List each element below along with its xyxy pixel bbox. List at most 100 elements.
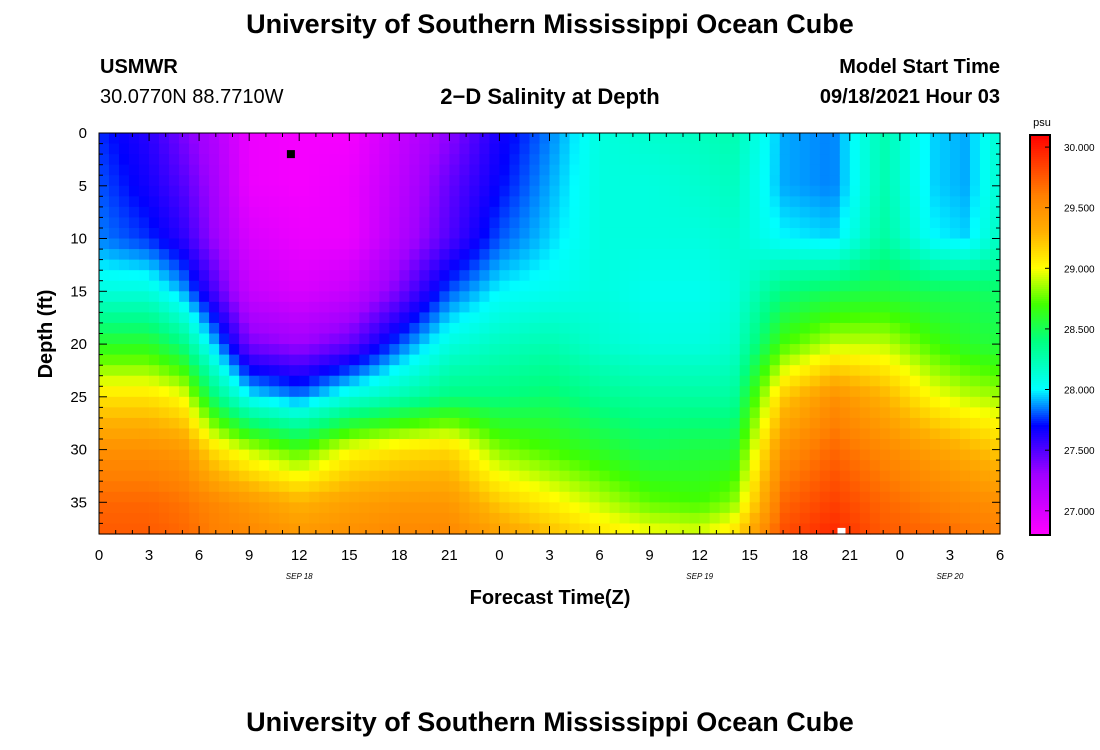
colorbar-segment — [1030, 249, 1050, 252]
heatmap-cell — [139, 322, 150, 335]
heatmap-cell — [309, 312, 320, 324]
heatmap-cell — [499, 502, 511, 514]
heatmap-cell — [109, 460, 120, 472]
heatmap-cell — [399, 175, 410, 187]
colorbar-segment — [1030, 313, 1050, 316]
heatmap-cell — [269, 449, 280, 461]
heatmap-cell — [479, 301, 491, 313]
heatmap-cell — [909, 449, 921, 461]
heatmap-cell — [949, 512, 961, 525]
heatmap-cell — [579, 470, 591, 482]
colorbar-segment — [1030, 351, 1050, 354]
heatmap-cell — [299, 322, 310, 335]
heatmap-cell — [499, 407, 511, 419]
heatmap-cell — [669, 417, 681, 430]
heatmap-cell — [429, 439, 440, 451]
heatmap-cell — [179, 460, 190, 472]
heatmap-cell — [119, 502, 130, 514]
heatmap-cell — [499, 333, 511, 345]
heatmap-cell — [969, 280, 981, 292]
heatmap-cell — [839, 512, 851, 525]
heatmap-cell — [179, 439, 190, 451]
markers — [286, 150, 846, 536]
heatmap-cell — [159, 449, 170, 461]
heatmap-cell — [949, 470, 961, 482]
colorbar-segment — [1030, 215, 1050, 218]
heatmap-cell — [539, 417, 551, 430]
heatmap-cell — [289, 164, 300, 176]
heatmap-cell — [779, 428, 791, 440]
heatmap-cell — [749, 375, 761, 387]
heatmap-cell — [669, 133, 681, 145]
heatmap-cell — [489, 417, 501, 430]
heatmap-cell — [429, 270, 440, 282]
heatmap-cell — [659, 175, 671, 187]
heatmap-cell — [699, 154, 711, 166]
heatmap-cell — [649, 143, 661, 155]
heatmap-cell — [579, 291, 591, 303]
heatmap-cell — [919, 365, 931, 377]
heatmap-cell — [929, 270, 941, 282]
heatmap-cell — [419, 396, 430, 408]
heatmap-cell — [929, 439, 941, 451]
heatmap-cell — [609, 481, 621, 493]
heatmap-cell — [779, 344, 791, 356]
station-id: USMWR — [100, 56, 178, 78]
heatmap-cell — [349, 196, 360, 208]
heatmap-cell — [839, 407, 851, 419]
heatmap-cell — [179, 143, 190, 155]
heatmap-cell — [529, 249, 541, 261]
heatmap-cell — [469, 175, 481, 187]
heatmap-cell — [619, 375, 631, 387]
colorbar-segment — [1030, 469, 1050, 472]
heatmap-cell — [379, 344, 390, 356]
heatmap-cell — [379, 460, 390, 472]
colorbar-segment — [1030, 299, 1050, 302]
heatmap-cell — [509, 502, 521, 514]
colorbar-segment — [1030, 267, 1050, 270]
heatmap-cell — [789, 439, 801, 451]
heatmap-cell — [229, 449, 240, 461]
heatmap-cell — [519, 449, 531, 461]
heatmap-cell — [99, 249, 110, 261]
x-tick-label: 15 — [341, 547, 358, 564]
heatmap-cell — [149, 354, 160, 366]
heatmap-cell — [399, 291, 410, 303]
heatmap-cell — [939, 217, 951, 229]
heatmap-cell — [359, 143, 370, 155]
heatmap-cell — [909, 460, 921, 472]
heatmap-cell — [859, 270, 871, 282]
colorbar-segment — [1030, 479, 1050, 482]
heatmap-cell — [799, 523, 811, 535]
heatmap-cell — [889, 280, 901, 292]
colorbar-segment — [1030, 427, 1050, 430]
heatmap-cell — [569, 481, 581, 493]
heatmap-cell — [529, 185, 541, 197]
heatmap-cell — [829, 301, 841, 313]
heatmap-cell — [629, 460, 641, 472]
heatmap-cell — [499, 481, 511, 493]
heatmap-cell — [869, 386, 881, 398]
heatmap-cell — [769, 143, 781, 155]
heatmap-cell — [629, 206, 641, 219]
heatmap-cell — [269, 512, 280, 525]
heatmap-cell — [509, 185, 521, 197]
heatmap-cell — [869, 333, 881, 345]
heatmap-cell — [419, 206, 430, 219]
heatmap-cell — [679, 428, 691, 440]
heatmap-cell — [749, 270, 761, 282]
heatmap-cell — [979, 164, 991, 176]
heatmap-cell — [959, 502, 971, 514]
heatmap-cell — [229, 417, 240, 430]
heatmap-cell — [919, 428, 931, 440]
heatmap-cell — [509, 491, 521, 503]
heatmap-cell — [349, 417, 360, 430]
colorbar-segment — [1030, 409, 1050, 412]
heatmap-cell — [629, 312, 641, 324]
heatmap-cell — [669, 291, 681, 303]
heatmap-cell — [249, 491, 260, 503]
heatmap-cell — [159, 301, 170, 313]
heatmap-cell — [689, 491, 701, 503]
heatmap-cell — [759, 196, 771, 208]
heatmap-cell — [709, 301, 721, 313]
